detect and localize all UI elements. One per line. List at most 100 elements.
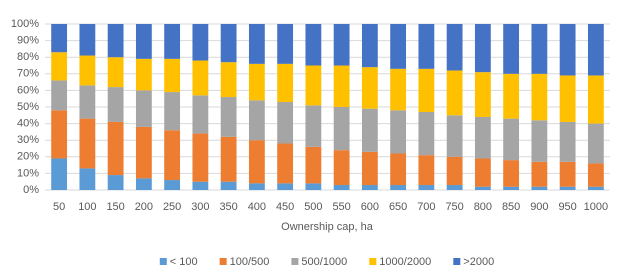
x-tick-label: 950 [558,201,576,213]
bar-segment [51,80,68,111]
y-tick-label: 10% [17,167,39,179]
bar-segment [107,121,124,176]
y-tick-label: 100% [11,18,39,30]
bar-segment [248,140,265,184]
bar-segment [135,126,152,179]
bar-segment [305,183,322,190]
y-tick-label: 30% [17,134,39,146]
bar-segment [277,183,294,190]
x-tick-label: 100 [78,201,96,213]
bar-segment [305,65,322,106]
bar-segment [51,158,68,190]
y-tick-label: 60% [17,84,39,96]
bar-segment [192,133,209,182]
bar-segment [390,153,407,186]
x-axis-title: Ownership cap, ha [281,221,374,233]
bar-segment [587,24,604,76]
bar-segment [107,24,124,58]
bar-segment [305,105,322,147]
legend-swatch [219,258,227,265]
bar-segment [361,67,378,109]
bar-segment [531,24,548,74]
legend-swatch [369,258,377,265]
bar-segment [390,24,407,69]
bar-segment [220,24,237,63]
bar-segment [361,185,378,190]
y-tick-label: 0% [23,184,39,196]
bar-segment [79,85,96,119]
bar-segment [474,186,491,190]
bar-segment [418,155,435,186]
x-tick-label: 400 [248,201,266,213]
bar-segment [192,24,209,61]
x-tick-label: 1000 [584,201,608,213]
bar-segment [79,168,96,190]
legend-label: 500/1000 [301,256,347,268]
bar-segment [79,24,96,56]
bar-segment [220,181,237,190]
bar-segment [248,24,265,64]
bar-segment [51,110,68,159]
x-tick-label: 350 [219,201,237,213]
legend-swatch [159,258,167,265]
bar-segment [446,115,463,157]
legend-label: 100/500 [230,256,270,268]
y-tick-label: 20% [17,151,39,163]
x-tick-label: 800 [474,201,492,213]
bar-segment [474,24,491,73]
y-tick-label: 90% [17,35,39,47]
bar-segment [587,123,604,164]
bar-segment [333,107,350,151]
x-tick-label: 150 [106,201,124,213]
legend-label: 1000/2000 [379,256,431,268]
bar-segment [248,183,265,190]
bar-segment [333,150,350,186]
x-tick-label: 300 [191,201,209,213]
bar-segment [333,185,350,190]
bar-segment [587,75,604,124]
bar-segment [135,24,152,59]
bar-segment [192,60,209,96]
bar-segment [587,186,604,190]
bar-segment [531,73,548,121]
bar-segment [446,24,463,71]
bar-segment [446,185,463,190]
bar-segment [446,156,463,186]
y-tick-label: 70% [17,68,39,80]
x-tick-label: 900 [530,201,548,213]
x-tick-label: 500 [304,201,322,213]
bar-segment [474,116,491,159]
x-tick-label: 650 [389,201,407,213]
bar-segment [361,24,378,68]
bar-segment [361,108,378,152]
x-tick-label: 850 [502,201,520,213]
bar-segment [135,58,152,91]
bar-segment [79,55,96,86]
legend-swatch [291,258,299,265]
bar-segment [277,63,294,103]
x-tick-label: 550 [332,201,350,213]
bar-segment [248,100,265,141]
bar-segment [559,24,576,76]
bar-segment [277,143,294,184]
bar-segment [164,180,181,190]
bar-segment [107,87,124,122]
bar-segment [559,186,576,190]
bar-segment [531,120,548,162]
bar-segment [164,24,181,59]
bar-segment [333,65,350,107]
bar-segment [418,185,435,190]
legend-swatch [453,258,461,265]
bar-segment [418,68,435,112]
bar-segment [107,175,124,190]
bar-segment [192,181,209,190]
x-tick-label: 700 [417,201,435,213]
bar-segment [277,102,294,144]
bar-segment [305,146,322,184]
bar-segment [333,24,350,66]
bar-segment [164,92,181,131]
bar-segment [503,118,520,161]
bar-segment [220,136,237,182]
y-tick-label: 40% [17,118,39,130]
